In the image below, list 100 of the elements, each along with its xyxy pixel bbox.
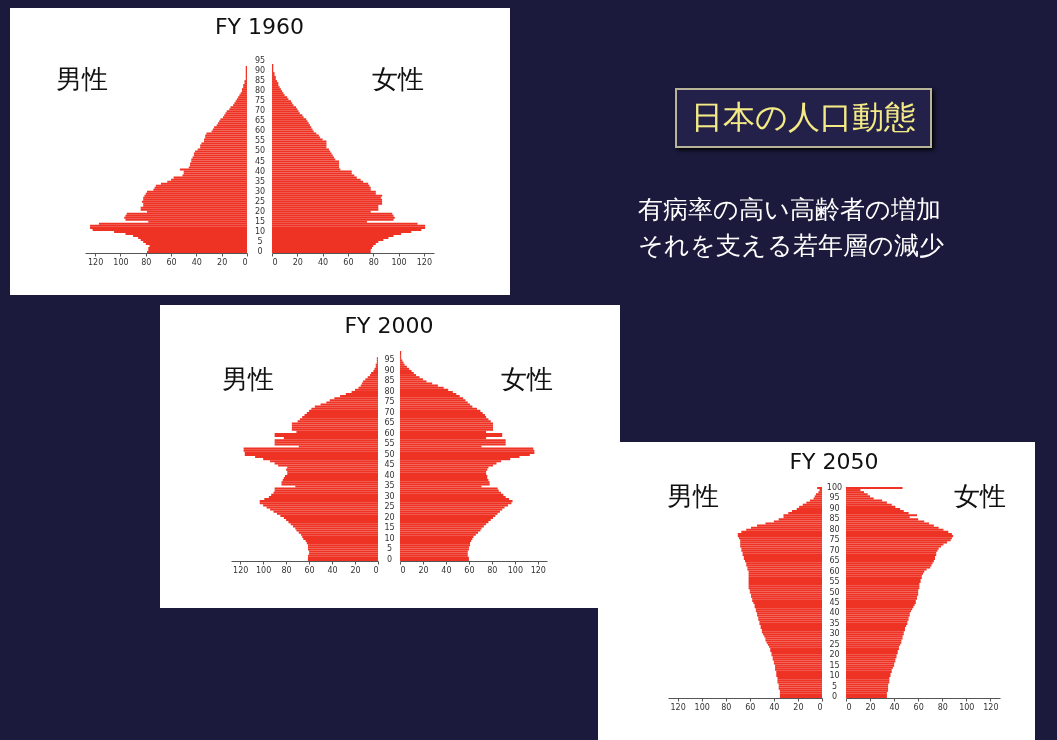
y-tick-label: 80 — [384, 386, 395, 396]
x-tick-label: 80 — [487, 565, 498, 575]
y-tick-label: 60 — [254, 126, 266, 136]
x-tick-label: 80 — [368, 257, 379, 267]
y-tick-label: 5 — [386, 544, 393, 554]
y-tick-label: 0 — [386, 554, 393, 564]
x-tick-label: 60 — [343, 257, 354, 267]
y-tick-label: 10 — [829, 671, 840, 681]
y-tick-label: 0 — [257, 246, 263, 256]
y-tick-label: 85 — [384, 376, 395, 386]
y-tick-label: 65 — [829, 556, 840, 566]
chart-title: FY 1960 — [214, 13, 305, 39]
text: 日本の人口動態 — [675, 88, 932, 148]
x-tick-label: 100 — [113, 257, 129, 267]
y-tick-label: 20 — [384, 512, 395, 522]
y-tick-label: 35 — [384, 481, 395, 491]
y-tick-label: 90 — [254, 66, 266, 76]
series-label: 女性 — [954, 481, 1006, 511]
x-tick-label: 20 — [865, 702, 876, 712]
series-label: 男性 — [222, 364, 274, 394]
x-tick-label: 120 — [983, 702, 999, 712]
x-tick-label: 60 — [745, 702, 756, 712]
x-tick-label: 80 — [141, 257, 152, 267]
y-tick-label: 75 — [384, 397, 395, 407]
chart-title: FY 2050 — [789, 448, 879, 474]
x-tick-label: 100 — [507, 565, 523, 575]
y-tick-label: 40 — [829, 608, 840, 618]
y-tick-label: 95 — [829, 493, 840, 503]
y-tick-label: 55 — [829, 577, 840, 587]
y-tick-label: 15 — [254, 216, 266, 226]
text: 有病率の高い高齢者の増加 — [638, 194, 942, 226]
y-tick-label: 45 — [254, 156, 266, 166]
x-tick-label: 0 — [242, 257, 248, 267]
x-tick-label: 60 — [913, 702, 924, 712]
x-tick-label: 40 — [327, 565, 338, 575]
y-tick-label: 20 — [829, 650, 840, 660]
x-tick-label: 0 — [373, 565, 379, 575]
x-tick-label: 120 — [670, 702, 686, 712]
y-tick-label: 70 — [254, 106, 266, 116]
y-tick-label: 55 — [384, 439, 395, 449]
y-tick-label: 35 — [829, 618, 840, 628]
y-tick-label: 85 — [254, 76, 266, 86]
y-tick-label: 95 — [254, 56, 266, 66]
y-tick-label: 55 — [254, 136, 266, 146]
x-tick-label: 60 — [464, 565, 475, 575]
x-tick-label: 40 — [191, 257, 202, 267]
x-tick-label: 100 — [694, 702, 710, 712]
y-tick-label: 65 — [254, 116, 266, 126]
y-tick-label: 95 — [384, 355, 395, 365]
y-tick-label: 90 — [384, 365, 395, 375]
x-tick-label: 0 — [846, 702, 852, 712]
y-tick-label: 80 — [254, 86, 266, 96]
x-tick-label: 40 — [318, 257, 329, 267]
y-tick-label: 20 — [254, 206, 266, 216]
y-tick-label: 40 — [384, 470, 395, 480]
y-tick-label: 45 — [829, 597, 840, 607]
x-tick-label: 40 — [889, 702, 900, 712]
y-tick-label: 50 — [384, 449, 395, 459]
y-tick-label: 25 — [254, 196, 266, 206]
y-tick-label: 50 — [254, 146, 266, 156]
x-tick-label: 80 — [721, 702, 732, 712]
y-tick-label: 85 — [829, 514, 840, 524]
y-tick-label: 0 — [831, 691, 838, 701]
x-tick-label: 120 — [233, 565, 249, 575]
y-tick-label: 60 — [384, 428, 395, 438]
text: それを支える若年層の減少 — [638, 230, 944, 262]
y-tick-label: 70 — [384, 407, 395, 417]
y-tick-label: 25 — [384, 502, 395, 512]
y-tick-label: 30 — [254, 186, 266, 196]
y-tick-label: 80 — [829, 524, 840, 534]
y-tick-label: 75 — [829, 535, 840, 545]
y-tick-label: 15 — [829, 660, 840, 670]
series-label: 女性 — [501, 364, 553, 394]
y-tick-label: 5 — [831, 681, 838, 691]
x-tick-label: 0 — [817, 702, 823, 712]
x-tick-label: 80 — [281, 565, 292, 575]
y-tick-label: 5 — [257, 236, 263, 246]
x-tick-label: 60 — [166, 257, 177, 267]
x-tick-label: 40 — [441, 565, 452, 575]
x-tick-label: 120 — [530, 565, 546, 575]
x-tick-label: 120 — [87, 257, 104, 267]
text: 女性 — [372, 64, 424, 94]
text: 男性 — [56, 64, 108, 94]
y-tick-label: 35 — [254, 176, 266, 186]
x-tick-label: 20 — [292, 257, 303, 267]
x-tick-label: 40 — [769, 702, 780, 712]
y-tick-label: 50 — [829, 587, 840, 597]
y-tick-label: 15 — [384, 523, 395, 533]
y-tick-label: 90 — [829, 503, 840, 513]
y-tick-label: 30 — [384, 491, 395, 501]
x-tick-label: 60 — [304, 565, 315, 575]
x-tick-label: 0 — [272, 257, 278, 267]
y-tick-label: 65 — [384, 418, 395, 428]
y-tick-label: 10 — [254, 226, 266, 236]
x-tick-label: 0 — [400, 565, 406, 575]
y-tick-label: 25 — [829, 639, 840, 649]
y-tick-label: 45 — [384, 460, 395, 470]
y-tick-label: 30 — [829, 629, 840, 639]
x-tick-label: 20 — [350, 565, 361, 575]
x-tick-label: 20 — [418, 565, 429, 575]
